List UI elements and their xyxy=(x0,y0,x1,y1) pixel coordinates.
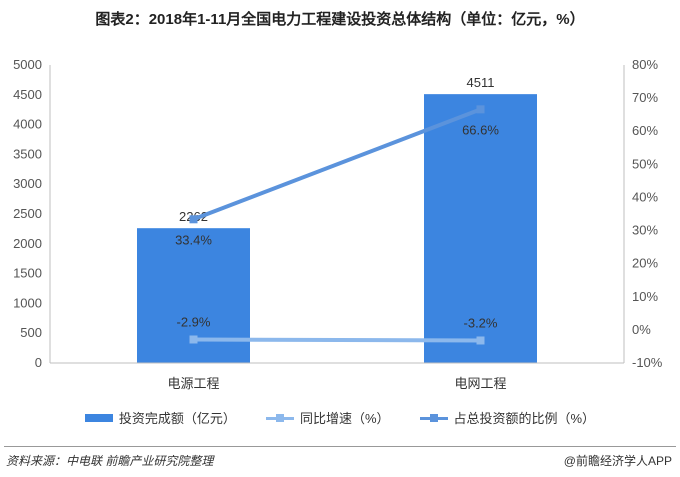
right-tick-label: 10% xyxy=(632,289,658,304)
category-axis: 电源工程 电网工程 xyxy=(50,362,624,391)
right-axis: -10% 0% 10% 20% 30% 40% 50% 60% 70% 80% xyxy=(623,57,663,370)
left-axis: 0 500 1000 1500 2000 2500 3000 3500 4000 4500 5000 xyxy=(13,57,51,370)
legend-item-growth: 同比增速（%） xyxy=(265,408,390,427)
chart-title: 图表2：2018年1-11月全国电力工程建设投资总体结构（单位：亿元，%） xyxy=(95,11,585,28)
left-tick-label: 4500 xyxy=(13,87,42,102)
legend-label: 投资完成额（亿元） xyxy=(118,411,236,426)
right-tick-label: 0% xyxy=(632,322,651,337)
left-tick-label: 2000 xyxy=(13,236,42,251)
growth-point xyxy=(476,336,485,345)
legend-label: 占总投资额的比例（%） xyxy=(453,411,596,426)
left-tick-label: 0 xyxy=(35,355,42,370)
left-tick-label: 3500 xyxy=(13,146,42,161)
legend-swatch-bar xyxy=(84,413,113,422)
growth-point xyxy=(189,335,198,344)
growth-line xyxy=(193,337,481,343)
share-line xyxy=(192,107,482,222)
category-label: 电网工程 xyxy=(454,376,506,391)
left-tick-label: 3000 xyxy=(13,176,42,191)
legend-item-share: 占总投资额的比例（%） xyxy=(419,408,596,427)
left-tick-label: 500 xyxy=(20,325,42,340)
bar xyxy=(424,94,537,363)
category-label: 电源工程 xyxy=(167,376,219,391)
bar-value-label: 4511 xyxy=(467,75,495,90)
left-tick-label: 2500 xyxy=(13,206,42,221)
share-point xyxy=(189,215,198,224)
share-value-label: 33.4% xyxy=(175,232,212,247)
legend-label: 同比增速（%） xyxy=(299,411,390,426)
left-tick-label: 1500 xyxy=(13,266,42,281)
left-tick-label: 5000 xyxy=(13,57,42,72)
legend-swatch-share-line xyxy=(419,413,448,423)
right-tick-label: 50% xyxy=(632,156,658,171)
right-tick-label: 80% xyxy=(632,57,658,72)
right-tick-label: 40% xyxy=(632,189,658,204)
right-tick-label: 60% xyxy=(632,123,658,138)
brand-label: @前瞻经济学人APP xyxy=(563,454,672,468)
share-point xyxy=(476,105,485,114)
growth-value-label: -2.9% xyxy=(177,314,211,329)
right-tick-label: 70% xyxy=(632,90,658,105)
right-tick-label: 30% xyxy=(632,223,658,238)
growth-value-label: -3.2% xyxy=(464,315,498,330)
legend: 投资完成额（亿元） 同比增速（%） 占总投资额的比例（%） xyxy=(0,408,680,427)
footer-divider xyxy=(4,446,676,447)
source-note: 资料来源：中电联 前瞻产业研究院整理 xyxy=(6,454,214,468)
legend-item-investment: 投资完成额（亿元） xyxy=(84,408,236,427)
right-tick-label: 20% xyxy=(632,256,658,271)
left-tick-label: 4000 xyxy=(13,117,42,132)
line-series: -2.9% -3.2% 33.4% 66.6% xyxy=(175,105,499,345)
legend-swatch-growth-line xyxy=(265,413,294,423)
share-value-label: 66.6% xyxy=(462,122,499,137)
right-tick-label: -10% xyxy=(632,355,663,370)
left-tick-label: 1000 xyxy=(13,295,42,310)
